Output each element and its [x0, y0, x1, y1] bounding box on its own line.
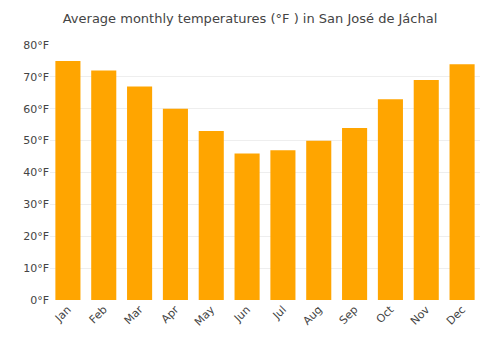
svg-text:70°F: 70°F	[23, 71, 49, 84]
svg-text:Aug: Aug	[300, 303, 324, 327]
svg-text:20°F: 20°F	[23, 230, 49, 243]
svg-text:Mar: Mar	[122, 303, 146, 327]
svg-text:0°F: 0°F	[30, 294, 49, 307]
svg-text:Dec: Dec	[444, 303, 468, 327]
svg-text:Average monthly temperatures (: Average monthly temperatures (°F ) in Sa…	[63, 11, 438, 26]
svg-text:40°F: 40°F	[23, 166, 49, 179]
svg-text:Apr: Apr	[159, 303, 182, 326]
svg-text:Jul: Jul	[270, 303, 289, 322]
svg-text:Jan: Jan	[52, 303, 74, 325]
svg-text:80°F: 80°F	[23, 39, 49, 52]
svg-text:10°F: 10°F	[23, 262, 49, 275]
svg-text:60°F: 60°F	[23, 103, 49, 116]
svg-text:50°F: 50°F	[23, 134, 49, 147]
svg-text:May: May	[192, 303, 218, 329]
svg-text:Jun: Jun	[231, 303, 253, 325]
svg-text:Nov: Nov	[408, 303, 433, 328]
svg-text:Sep: Sep	[337, 303, 361, 327]
svg-text:Oct: Oct	[374, 303, 397, 326]
svg-text:Feb: Feb	[87, 303, 110, 326]
svg-text:30°F: 30°F	[23, 198, 49, 211]
